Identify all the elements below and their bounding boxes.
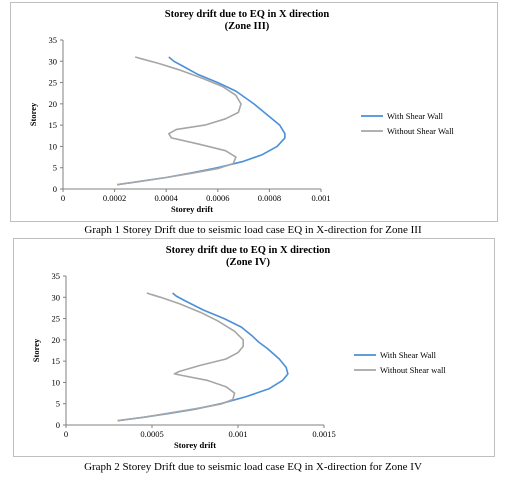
y-tick-label: 15 (52, 356, 61, 366)
y-tick-label: 5 (56, 399, 60, 409)
x-axis-label: Storey drift (171, 204, 213, 214)
legend-label: Without Shear wall (380, 365, 446, 375)
legend-label: With Shear Wall (380, 350, 437, 360)
x-tick-label: 0.0002 (103, 193, 126, 203)
x-axis-label: Storey drift (174, 440, 216, 450)
chart-subtitle: (Zone III) (225, 21, 270, 32)
y-axis-label: Storey (31, 338, 41, 362)
x-tick-label: 0.0006 (206, 193, 229, 203)
x-tick-label: 0.001 (228, 429, 247, 439)
y-tick-label: 10 (52, 377, 61, 387)
x-tick-label: 0.0015 (312, 429, 335, 439)
y-tick-label: 0 (53, 184, 57, 194)
legend-label: With Shear Wall (387, 111, 444, 121)
y-tick-label: 25 (49, 78, 58, 88)
x-tick-label: 0.0008 (258, 193, 281, 203)
chart-panel-zone-iii: Storey drift due to EQ in X direction (Zo… (10, 2, 498, 222)
x-tick-label: 0.0004 (155, 193, 179, 203)
y-tick-label: 15 (49, 120, 58, 130)
y-tick-label: 30 (49, 56, 58, 66)
series-line-without-shear-wall (117, 56, 242, 186)
chart-panel-zone-iv: Storey drift due to EQ in X direction (Zo… (13, 238, 495, 457)
y-axis-label: Storey (28, 102, 38, 126)
x-tick-label: 0.0005 (140, 429, 163, 439)
series-line-with-shear-wall (117, 56, 286, 186)
series-line-with-shear-wall (117, 292, 289, 422)
y-tick-label: 20 (52, 335, 61, 345)
y-tick-label: 20 (49, 99, 58, 109)
y-tick-label: 5 (53, 163, 57, 173)
chart-subtitle: (Zone IV) (226, 257, 271, 268)
y-tick-label: 35 (52, 271, 61, 281)
x-tick-label: 0 (61, 193, 65, 203)
y-tick-label: 30 (52, 292, 61, 302)
legend-label: Without Shear Wall (387, 126, 454, 136)
x-tick-label: 0.001 (311, 193, 330, 203)
x-tick-label: 0 (64, 429, 68, 439)
caption-graph-2: Graph 2 Storey Drift due to seismic load… (84, 461, 422, 473)
chart-zone-iv: Storey drift due to EQ in X direction(Zo… (31, 245, 446, 450)
y-tick-label: 25 (52, 314, 61, 324)
caption-graph-1: Graph 1 Storey Drift due to seismic load… (84, 224, 422, 236)
y-tick-label: 35 (49, 35, 58, 45)
chart-title: Storey drift due to EQ in X direction (166, 245, 331, 256)
chart-title: Storey drift due to EQ in X direction (165, 9, 330, 20)
series-line-without-shear-wall (117, 292, 244, 422)
y-tick-label: 0 (56, 420, 60, 430)
y-tick-label: 10 (49, 141, 58, 151)
chart-zone-iii: Storey drift due to EQ in X direction(Zo… (28, 9, 454, 214)
